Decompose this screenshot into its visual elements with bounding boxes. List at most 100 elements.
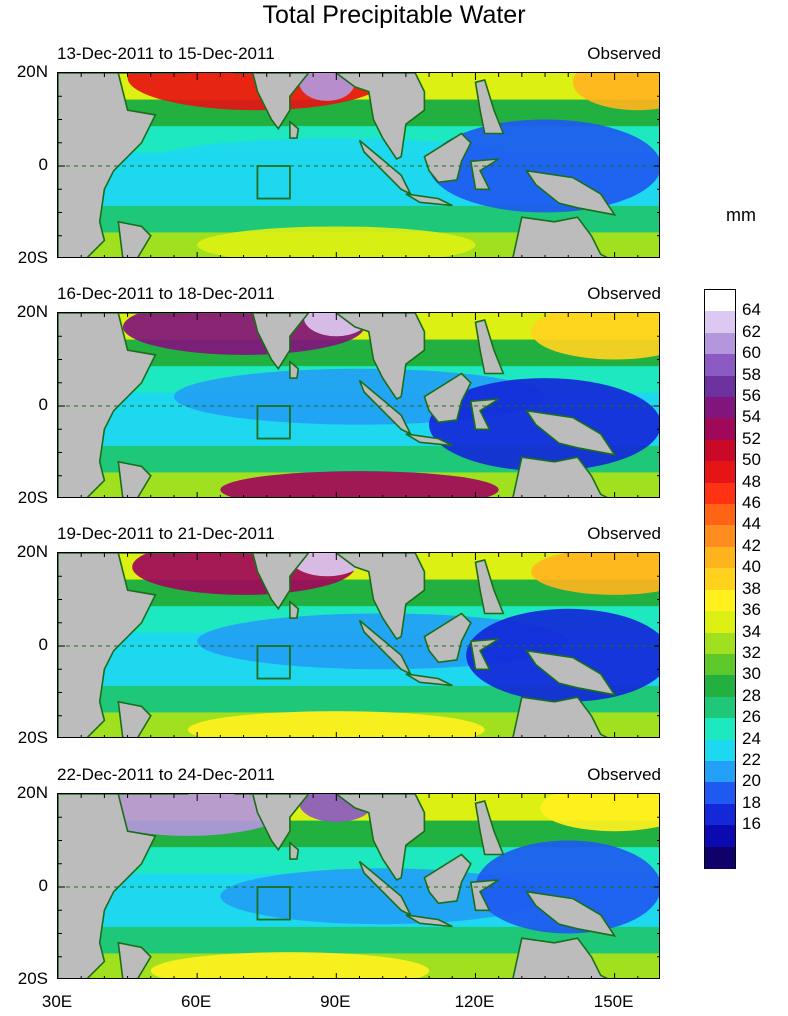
colorbar-segment [705, 632, 735, 655]
lat-tick-label: 0 [38, 395, 48, 414]
land-mass [117, 460, 152, 497]
colorbar-label: 38 [742, 578, 761, 598]
lon-tick-label: 60E [181, 992, 212, 1011]
land-mass [474, 319, 505, 375]
lat-tick-label: 20S [17, 248, 48, 267]
land-mass [358, 619, 413, 676]
pw-field-maritime-continent [475, 840, 659, 934]
land-mass [289, 841, 300, 860]
pw-field-arabian-dry [85, 794, 290, 836]
colorbar-label: 34 [742, 621, 761, 641]
colorbar-label: 32 [742, 642, 761, 662]
lat-tick-label: 20N [16, 783, 48, 802]
land-mass [405, 433, 453, 447]
lon-tick-label: 120E [454, 992, 495, 1011]
colorbar-segment [705, 696, 735, 719]
land-mass [234, 73, 310, 131]
lon-tick-label: 90E [320, 992, 351, 1011]
land-mass [358, 379, 413, 436]
land-mass [512, 216, 608, 257]
land-mass [469, 398, 500, 431]
land-mass [405, 673, 453, 687]
colorbar-label: 58 [742, 364, 761, 384]
pw-map-panel-1 [57, 72, 660, 258]
pw-map-panel-2 [57, 312, 660, 498]
pw-field-south-dry [197, 226, 476, 257]
pw-field-maritime-continent [429, 119, 659, 213]
land-mass [358, 139, 413, 196]
colorbar-label: 56 [742, 386, 761, 406]
pw-map-svg [58, 794, 659, 978]
colorbar-label: 22 [742, 749, 761, 769]
land-mass [524, 649, 617, 696]
land-mass [524, 890, 617, 937]
pw-field-ne-pacific-dry [531, 553, 659, 595]
colorbar-segment [705, 482, 735, 505]
panel-period-2: 16-Dec-2011 to 18-Dec-2011 [57, 284, 275, 303]
colorbar-segment [705, 803, 735, 826]
pw-map-svg [58, 313, 659, 497]
colorbar-label: 50 [742, 450, 761, 470]
colorbar-label: 18 [742, 792, 761, 812]
colorbar-segment [705, 846, 735, 869]
pw-field-ne-pacific-dry [540, 794, 659, 832]
land-mass [524, 409, 617, 456]
land-mass [117, 941, 152, 978]
box-region [256, 405, 291, 440]
box-region [256, 886, 291, 921]
colorbar-label: 36 [742, 600, 761, 620]
panel-period-4: 22-Dec-2011 to 24-Dec-2011 [57, 765, 275, 784]
colorbar-label: 26 [742, 707, 761, 727]
panel-observed-label-2: Observed [587, 284, 661, 303]
colorbar-segment [705, 546, 735, 569]
lon-tick-label: 150E [593, 992, 634, 1011]
pw-map-svg [58, 73, 659, 257]
colorbar-segment [705, 760, 735, 783]
colorbar-segment [705, 568, 735, 591]
land-mass [117, 700, 152, 737]
land-mass [234, 313, 310, 371]
colorbar-label: 62 [742, 321, 761, 341]
pw-map-panel-3 [57, 552, 660, 738]
colorbar-segment [705, 825, 735, 848]
lat-tick-label: 20N [16, 542, 48, 561]
colorbar-segment [705, 461, 735, 484]
colorbar-segment [705, 782, 735, 805]
land-mass [474, 800, 505, 856]
lat-tick-label: 0 [38, 635, 48, 654]
colorbar-label: 28 [742, 685, 761, 705]
colorbar-label: 24 [742, 728, 761, 748]
colorbar-label: 60 [742, 343, 761, 363]
pw-field-equatorial-band [150, 138, 522, 185]
land-mass [334, 313, 426, 401]
panel-observed-label-3: Observed [587, 524, 661, 543]
lat-tick-label: 0 [38, 155, 48, 174]
pw-field-equatorial-band [220, 868, 546, 925]
land-mass [512, 696, 608, 737]
land-mass [358, 860, 413, 917]
panel-period-3: 19-Dec-2011 to 21-Dec-2011 [57, 524, 275, 543]
land-mass [334, 794, 426, 882]
land-mass [334, 73, 426, 161]
colorbar-segment [705, 739, 735, 762]
lat-tick-label: 0 [38, 876, 48, 895]
pw-field-south-dry [220, 471, 499, 497]
colorbar-segment [705, 311, 735, 334]
box-region [256, 645, 291, 680]
land-mass [474, 79, 505, 135]
pw-map-svg [58, 553, 659, 737]
land-mass [234, 553, 310, 611]
land-mass [512, 456, 608, 497]
land-mass [234, 794, 310, 852]
pw-field-south-dry [150, 952, 430, 978]
panel-observed-label-1: Observed [587, 44, 661, 63]
colorbar-segment [705, 525, 735, 548]
panel-observed-label-4: Observed [587, 765, 661, 784]
pw-field-ne-pacific-dry [572, 73, 659, 111]
land-mass [334, 553, 426, 641]
land-mass [405, 914, 453, 928]
land-mass [423, 853, 472, 905]
colorbar-unit: mm [726, 205, 756, 225]
colorbar-label: 40 [742, 557, 761, 577]
land-mass [58, 73, 157, 257]
